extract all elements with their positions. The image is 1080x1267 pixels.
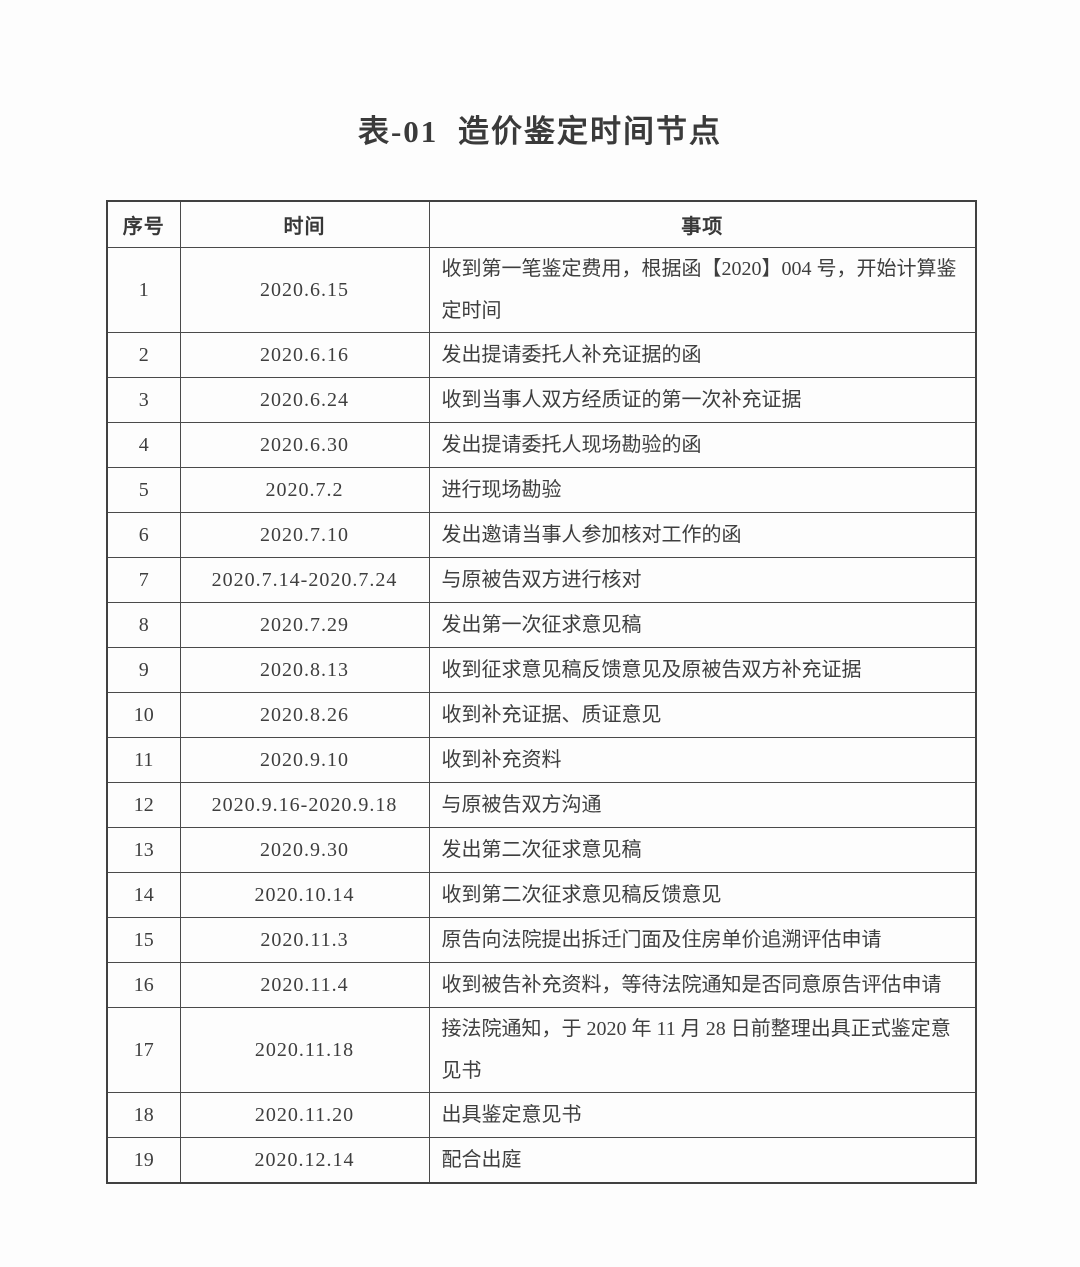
table-row: 17 2020.11.18 接法院通知，于 2020 年 11 月 28 日前整… — [106, 1006, 977, 1093]
row-event: 进行现场勘验 — [428, 466, 977, 513]
table-row: 15 2020.11.3 原告向法院提出拆迁门面及住房单价追溯评估申请 — [106, 916, 977, 963]
row-no: 8 — [106, 601, 181, 648]
table-row: 3 2020.6.24 收到当事人双方经质证的第一次补充证据 — [106, 376, 977, 423]
row-no: 9 — [106, 646, 181, 693]
row-date: 2020.7.14-2020.7.24 — [179, 556, 430, 603]
table-row: 5 2020.7.2 进行现场勘验 — [106, 466, 977, 513]
row-no: 12 — [106, 781, 181, 828]
row-date: 2020.9.10 — [179, 736, 430, 783]
row-no: 16 — [106, 961, 181, 1008]
row-date: 2020.10.14 — [179, 871, 430, 918]
table-row: 14 2020.10.14 收到第二次征求意见稿反馈意见 — [106, 871, 977, 918]
row-date: 2020.6.24 — [179, 376, 430, 423]
table-row: 4 2020.6.30 发出提请委托人现场勘验的函 — [106, 421, 977, 468]
row-date: 2020.11.18 — [179, 1006, 430, 1093]
row-event: 与原被告双方进行核对 — [428, 556, 977, 603]
row-no: 17 — [106, 1006, 181, 1093]
row-event: 收到补充证据、质证意见 — [428, 691, 977, 738]
table-row: 8 2020.7.29 发出第一次征求意见稿 — [106, 601, 977, 648]
row-event: 收到第二次征求意见稿反馈意见 — [428, 871, 977, 918]
row-no: 18 — [106, 1091, 181, 1138]
row-event: 发出提请委托人补充证据的函 — [428, 331, 977, 378]
row-no: 6 — [106, 511, 181, 558]
table-row: 13 2020.9.30 发出第二次征求意见稿 — [106, 826, 977, 873]
row-no: 11 — [106, 736, 181, 783]
row-date: 2020.7.2 — [179, 466, 430, 513]
row-no: 5 — [106, 466, 181, 513]
table-row: 11 2020.9.10 收到补充资料 — [106, 736, 977, 783]
row-event: 与原被告双方沟通 — [428, 781, 977, 828]
row-date: 2020.8.13 — [179, 646, 430, 693]
row-date: 2020.11.20 — [179, 1091, 430, 1138]
table-row: 12 2020.9.16-2020.9.18 与原被告双方沟通 — [106, 781, 977, 828]
timeline-table: 序号 时间 事项 1 2020.6.15 收到第一笔鉴定费用，根据函【2020】… — [106, 200, 977, 1184]
row-date: 2020.11.4 — [179, 961, 430, 1008]
row-event: 发出邀请当事人参加核对工作的函 — [428, 511, 977, 558]
table-row: 18 2020.11.20 出具鉴定意见书 — [106, 1091, 977, 1138]
row-date: 2020.12.14 — [179, 1136, 430, 1183]
table-header-row: 序号 时间 事项 — [106, 200, 977, 248]
row-date: 2020.7.29 — [179, 601, 430, 648]
row-event: 原告向法院提出拆迁门面及住房单价追溯评估申请 — [428, 916, 977, 963]
row-date: 2020.8.26 — [179, 691, 430, 738]
row-date: 2020.9.16-2020.9.18 — [179, 781, 430, 828]
row-no: 19 — [106, 1136, 181, 1183]
row-date: 2020.6.16 — [179, 331, 430, 378]
row-no: 7 — [106, 556, 181, 603]
row-no: 4 — [106, 421, 181, 468]
row-no: 13 — [106, 826, 181, 873]
table-row: 2 2020.6.16 发出提请委托人补充证据的函 — [106, 331, 977, 378]
row-date: 2020.6.15 — [179, 246, 430, 333]
row-date: 2020.6.30 — [179, 421, 430, 468]
row-event: 收到当事人双方经质证的第一次补充证据 — [428, 376, 977, 423]
row-event: 配合出庭 — [428, 1136, 977, 1183]
table-row: 10 2020.8.26 收到补充证据、质证意见 — [106, 691, 977, 738]
row-event: 收到被告补充资料，等待法院通知是否同意原告评估申请 — [428, 961, 977, 1008]
table-row: 19 2020.12.14 配合出庭 — [106, 1136, 977, 1183]
row-date: 2020.9.30 — [179, 826, 430, 873]
page-title: 表-01 造价鉴定时间节点 — [357, 114, 723, 149]
row-event: 发出提请委托人现场勘验的函 — [428, 421, 977, 468]
row-event: 收到征求意见稿反馈意见及原被告双方补充证据 — [428, 646, 977, 693]
row-no: 3 — [106, 376, 181, 423]
column-header-no: 序号 — [106, 200, 181, 248]
column-header-event: 事项 — [428, 200, 977, 248]
row-date: 2020.11.3 — [179, 916, 430, 963]
row-event: 发出第一次征求意见稿 — [428, 601, 977, 648]
row-no: 10 — [106, 691, 181, 738]
row-no: 1 — [106, 246, 181, 333]
table-row: 6 2020.7.10 发出邀请当事人参加核对工作的函 — [106, 511, 977, 558]
row-event: 发出第二次征求意见稿 — [428, 826, 977, 873]
row-date: 2020.7.10 — [179, 511, 430, 558]
row-no: 2 — [106, 331, 181, 378]
row-event: 接法院通知，于 2020 年 11 月 28 日前整理出具正式鉴定意见书 — [428, 1006, 977, 1093]
row-event: 收到补充资料 — [428, 736, 977, 783]
table-row: 16 2020.11.4 收到被告补充资料，等待法院通知是否同意原告评估申请 — [106, 961, 977, 1008]
column-header-time: 时间 — [179, 200, 430, 248]
row-no: 14 — [106, 871, 181, 918]
row-event: 收到第一笔鉴定费用，根据函【2020】004 号，开始计算鉴定时间 — [428, 246, 977, 333]
table-row: 1 2020.6.15 收到第一笔鉴定费用，根据函【2020】004 号，开始计… — [106, 246, 977, 333]
row-event: 出具鉴定意见书 — [428, 1091, 977, 1138]
row-no: 15 — [106, 916, 181, 963]
table-row: 9 2020.8.13 收到征求意见稿反馈意见及原被告双方补充证据 — [106, 646, 977, 693]
table-row: 7 2020.7.14-2020.7.24 与原被告双方进行核对 — [106, 556, 977, 603]
